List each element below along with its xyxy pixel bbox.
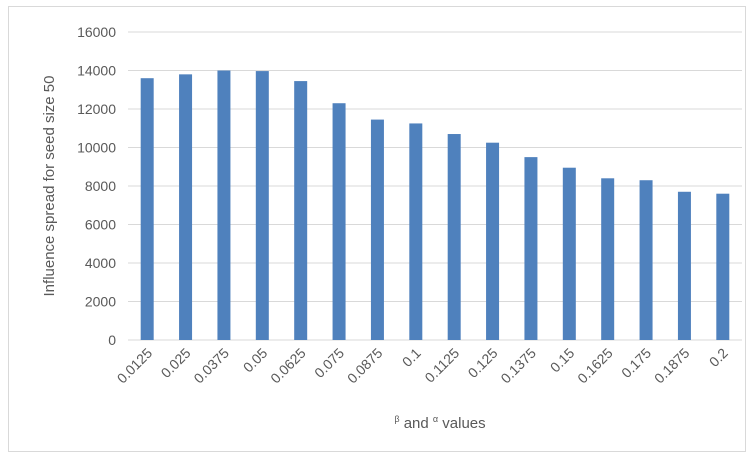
bar xyxy=(639,180,653,340)
x-tick-label: 0.15 xyxy=(547,345,578,376)
x-axis-title-and: and xyxy=(400,415,433,432)
bar xyxy=(601,178,615,340)
bar xyxy=(332,103,346,340)
x-tick-label: 0.0875 xyxy=(344,345,386,387)
y-tick-label: 0 xyxy=(108,332,116,348)
y-axis-tick-labels: 0 2000 4000 6000 8000 10000 12000 14000 16000 xyxy=(77,24,116,348)
x-tick-label: 0.025 xyxy=(158,345,194,381)
x-tick-label: 0.1625 xyxy=(574,345,616,387)
x-tick-label: 0.0625 xyxy=(267,345,309,387)
x-tick-label: 0.175 xyxy=(618,345,654,381)
bar xyxy=(716,193,730,340)
bar xyxy=(486,142,500,340)
y-tick-label: 12000 xyxy=(77,101,116,117)
y-tick-label: 16000 xyxy=(77,24,116,40)
bar xyxy=(677,191,691,340)
y-tick-label: 8000 xyxy=(85,178,116,194)
x-axis-title-sup-beta: β xyxy=(394,414,399,424)
y-tick-label: 6000 xyxy=(85,217,116,233)
x-tick-label: 0.2 xyxy=(706,345,731,370)
x-tick-label: 0.05 xyxy=(240,345,271,376)
x-axis-title-sup-alpha: α xyxy=(433,414,438,424)
bar xyxy=(562,167,576,340)
x-tick-label: 0.0125 xyxy=(114,345,156,387)
bar xyxy=(370,119,384,341)
bar xyxy=(140,78,154,340)
y-tick-label: 10000 xyxy=(77,140,116,156)
x-tick-label: 0.1375 xyxy=(497,345,539,387)
x-tick-label: 0.1 xyxy=(399,345,424,370)
bar xyxy=(447,134,461,340)
x-axis-title-values: values xyxy=(438,415,486,432)
y-tick-label: 14000 xyxy=(77,63,116,79)
bar xyxy=(217,70,231,340)
bar xyxy=(255,71,269,340)
bar xyxy=(179,74,193,340)
bars xyxy=(140,70,730,341)
bar xyxy=(294,81,308,341)
x-tick-label: 0.125 xyxy=(465,345,501,381)
bar xyxy=(409,123,423,340)
x-tick-label: 0.0375 xyxy=(190,345,232,387)
x-tick-label: 0.075 xyxy=(311,345,347,381)
y-axis-title: Influence spread for seed size 50 xyxy=(41,76,58,297)
y-tick-label: 2000 xyxy=(85,294,116,310)
y-tick-label: 4000 xyxy=(85,255,116,271)
x-axis-title: β and α values xyxy=(394,414,485,432)
bar xyxy=(524,157,538,340)
x-tick-label: 0.1875 xyxy=(651,345,693,387)
x-tick-label: 0.1125 xyxy=(421,345,462,386)
